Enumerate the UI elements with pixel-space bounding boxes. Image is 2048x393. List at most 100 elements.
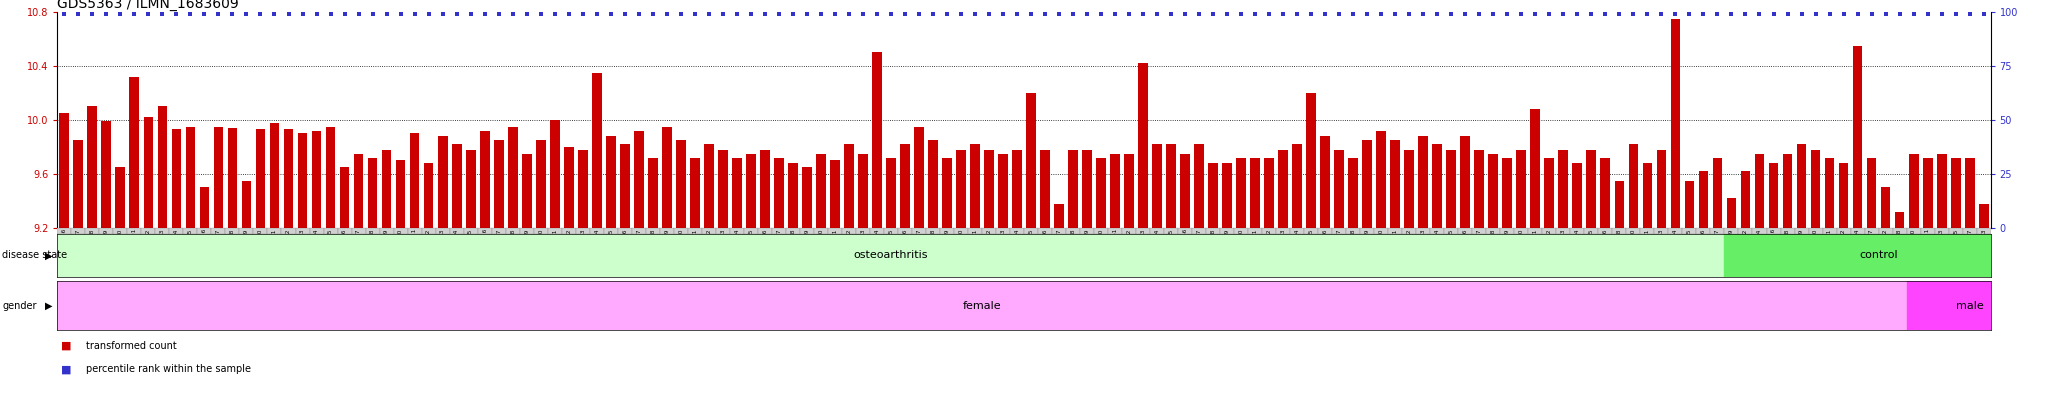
- Point: [553, 11, 586, 17]
- Text: GSM1182189: GSM1182189: [104, 228, 109, 268]
- Bar: [563, 147, 573, 228]
- Point: [1436, 11, 1468, 17]
- Bar: [1528, 228, 1542, 234]
- Point: [272, 11, 305, 17]
- Bar: [1923, 158, 1933, 228]
- Bar: [1110, 154, 1120, 228]
- Bar: [352, 228, 365, 234]
- Text: GSM1182231: GSM1182231: [692, 228, 696, 268]
- Bar: [1389, 228, 1403, 234]
- Bar: [1139, 63, 1149, 228]
- Point: [987, 11, 1020, 17]
- Bar: [1419, 136, 1427, 228]
- Bar: [1391, 140, 1401, 228]
- Text: GSM1182221: GSM1182221: [553, 228, 557, 268]
- Bar: [981, 228, 995, 234]
- Bar: [592, 73, 602, 228]
- Point: [258, 11, 291, 17]
- Point: [903, 11, 936, 17]
- Bar: [719, 150, 727, 228]
- Text: GSM1182213: GSM1182213: [440, 228, 444, 268]
- Text: GSM1182282: GSM1182282: [1407, 228, 1411, 268]
- Bar: [856, 228, 870, 234]
- Point: [1491, 11, 1524, 17]
- Text: GSM1182230: GSM1182230: [678, 228, 684, 268]
- Text: GSM1182265: GSM1182265: [1169, 228, 1174, 268]
- Bar: [100, 228, 113, 234]
- Bar: [717, 228, 729, 234]
- Point: [1520, 11, 1552, 17]
- Bar: [1475, 150, 1485, 228]
- Bar: [326, 127, 336, 228]
- Text: GSM1182187: GSM1182187: [76, 228, 80, 268]
- Point: [1462, 11, 1495, 17]
- Text: GSM1182193: GSM1182193: [160, 228, 166, 268]
- Text: GSM1182317: GSM1182317: [1968, 228, 1972, 268]
- Point: [244, 11, 276, 17]
- Bar: [662, 127, 672, 228]
- Bar: [1669, 228, 1683, 234]
- Bar: [1724, 234, 1991, 277]
- Text: GSM1182210: GSM1182210: [397, 228, 403, 268]
- Bar: [1053, 228, 1067, 234]
- Point: [1028, 11, 1061, 17]
- Bar: [1290, 228, 1305, 234]
- Text: GSM1182303: GSM1182303: [1659, 228, 1663, 268]
- Point: [1294, 11, 1327, 17]
- Bar: [971, 144, 979, 228]
- Bar: [113, 228, 127, 234]
- Text: GSM1182203: GSM1182203: [299, 228, 305, 268]
- Bar: [1962, 228, 1976, 234]
- Point: [1378, 11, 1411, 17]
- Bar: [676, 140, 686, 228]
- Point: [47, 11, 80, 17]
- Point: [496, 11, 528, 17]
- Bar: [1769, 163, 1778, 228]
- Text: GSM1182242: GSM1182242: [846, 228, 852, 268]
- Bar: [115, 167, 125, 228]
- Bar: [1305, 228, 1319, 234]
- Bar: [549, 120, 559, 228]
- Text: GSM1182252: GSM1182252: [987, 228, 991, 268]
- Text: GSM1182240: GSM1182240: [819, 228, 823, 268]
- Text: GSM1182233: GSM1182233: [721, 228, 725, 268]
- Text: GSM1182304: GSM1182304: [1673, 228, 1677, 268]
- Bar: [297, 133, 307, 228]
- Bar: [1321, 136, 1329, 228]
- Point: [131, 11, 164, 17]
- Point: [1954, 11, 1987, 17]
- Bar: [1460, 136, 1470, 228]
- Text: GSM1182266: GSM1182266: [1182, 228, 1188, 268]
- Bar: [885, 228, 897, 234]
- Point: [1155, 11, 1188, 17]
- Point: [426, 11, 459, 17]
- Bar: [1810, 150, 1821, 228]
- Point: [1505, 11, 1538, 17]
- Text: transformed count: transformed count: [86, 341, 176, 351]
- Bar: [1376, 131, 1386, 228]
- Bar: [86, 228, 100, 234]
- Bar: [647, 158, 657, 228]
- Text: ▶: ▶: [45, 250, 53, 261]
- Point: [1126, 11, 1159, 17]
- Point: [371, 11, 403, 17]
- Point: [1688, 11, 1720, 17]
- Text: GSM1182275: GSM1182275: [1309, 228, 1313, 268]
- Bar: [199, 187, 209, 228]
- Point: [412, 11, 444, 17]
- Bar: [1853, 46, 1862, 228]
- Text: GSM1182284: GSM1182284: [1436, 228, 1440, 268]
- Bar: [1542, 228, 1556, 234]
- Text: GSM1182302: GSM1182302: [1882, 228, 1888, 268]
- Bar: [1878, 228, 1892, 234]
- Point: [104, 11, 137, 17]
- Bar: [1851, 228, 1864, 234]
- Bar: [1278, 150, 1288, 228]
- Bar: [621, 144, 629, 228]
- Bar: [1206, 228, 1221, 234]
- Text: GSM1182257: GSM1182257: [1057, 228, 1061, 268]
- Bar: [88, 107, 96, 228]
- Point: [874, 11, 907, 17]
- Point: [1786, 11, 1819, 17]
- Bar: [1686, 181, 1694, 228]
